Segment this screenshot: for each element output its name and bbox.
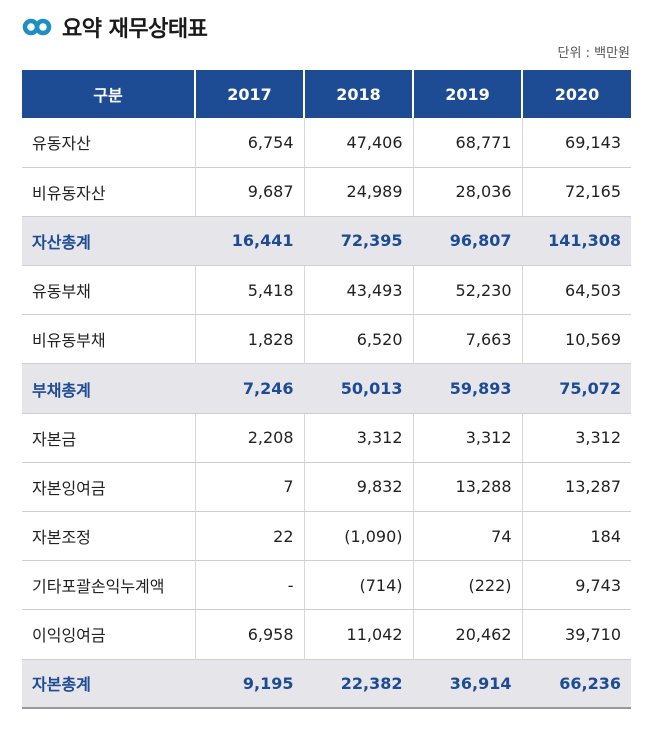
value-cell: 36,914: [412, 659, 522, 710]
value-cell: 43,493: [303, 265, 413, 316]
value-cell: (1,090): [303, 511, 413, 562]
value-cell: 72,395: [303, 216, 413, 267]
value-cell: 3,312: [521, 413, 631, 463]
unit-label: 단위 : 백만원: [557, 46, 630, 61]
value-cell: 20,462: [412, 609, 522, 660]
table-row: 비유동부채 1,828 6,520 7,663 10,569: [22, 314, 631, 365]
value-cell: 7,663: [412, 314, 522, 365]
value-cell: 2,208: [194, 413, 304, 463]
header-category: 구분: [22, 70, 195, 118]
value-cell: (714): [303, 560, 413, 611]
value-cell: 11,042: [303, 609, 413, 660]
row-label: 유동자산: [22, 118, 195, 168]
value-cell: 13,288: [412, 462, 522, 513]
value-cell: 69,143: [521, 118, 631, 168]
table-header: 구분 2017 2018 2019 2020: [22, 70, 631, 118]
value-cell: 141,308: [521, 216, 631, 267]
table-row: 비유동자산 9,687 24,989 28,036 72,165: [22, 167, 631, 217]
value-cell: 52,230: [412, 265, 522, 316]
table-row: 유동자산 6,754 47,406 68,771 69,143: [22, 118, 631, 168]
value-cell: 64,503: [521, 265, 631, 316]
row-label: 비유동자산: [22, 167, 195, 217]
value-cell: 9,743: [521, 560, 631, 611]
value-cell: 28,036: [412, 167, 522, 217]
value-cell: 39,710: [521, 609, 631, 660]
value-cell: 16,441: [194, 216, 304, 267]
table-row: 기타포괄손익누계액 - (714) (222) 9,743: [22, 560, 631, 611]
row-label: 자본총계: [22, 659, 195, 710]
value-cell: 3,312: [412, 413, 522, 463]
value-cell: 7,246: [194, 363, 304, 414]
header-year: 2018: [303, 70, 413, 118]
header-year: 2020: [521, 70, 631, 118]
total-row: 자산총계 16,441 72,395 96,807 141,308: [22, 216, 631, 267]
value-cell: 22: [194, 511, 304, 562]
value-cell: 66,236: [521, 659, 631, 710]
total-row: 부채총계 7,246 50,013 59,893 75,072: [22, 363, 631, 414]
row-label: 이익잉여금: [22, 609, 195, 660]
row-label: 자본조정: [22, 511, 195, 562]
value-cell: -: [194, 560, 304, 611]
value-cell: 3,312: [303, 413, 413, 463]
total-row: 자본총계 9,195 22,382 36,914 66,236: [22, 659, 631, 710]
value-cell: 5,418: [194, 265, 304, 316]
header-year: 2019: [412, 70, 522, 118]
value-cell: 9,687: [194, 167, 304, 217]
value-cell: 47,406: [303, 118, 413, 168]
value-cell: 7: [194, 462, 304, 513]
value-cell: 68,771: [412, 118, 522, 168]
value-cell: 6,958: [194, 609, 304, 660]
infinity-logo-icon: [22, 17, 52, 37]
value-cell: 9,195: [194, 659, 304, 710]
value-cell: 74: [412, 511, 522, 562]
table-row: 자본금 2,208 3,312 3,312 3,312: [22, 413, 631, 463]
value-cell: 50,013: [303, 363, 413, 414]
table-row: 자본잉여금 7 9,832 13,288 13,287: [22, 462, 631, 513]
balance-sheet-table: 구분 2017 2018 2019 2020 유동자산 6,754 47,406 68…: [22, 70, 631, 710]
row-label: 비유동부채: [22, 314, 195, 365]
row-label: 부채총계: [22, 363, 195, 414]
row-label: 자본잉여금: [22, 462, 195, 513]
table-body: 유동자산 6,754 47,406 68,771 69,143 비유동자산 9,687 24,…: [22, 118, 631, 710]
value-cell: 24,989: [303, 167, 413, 217]
page-title: 요약 재무상태표: [62, 17, 208, 42]
value-cell: 13,287: [521, 462, 631, 513]
table-row: 자본조정 22 (1,090) 74 184: [22, 511, 631, 562]
value-cell: 96,807: [412, 216, 522, 267]
value-cell: 1,828: [194, 314, 304, 365]
value-cell: 184: [521, 511, 631, 562]
value-cell: 72,165: [521, 167, 631, 217]
value-cell: 59,893: [412, 363, 522, 414]
value-cell: (222): [412, 560, 522, 611]
row-label: 기타포괄손익누계액: [22, 560, 195, 611]
value-cell: 9,832: [303, 462, 413, 513]
value-cell: 6,520: [303, 314, 413, 365]
header-row: 구분 2017 2018 2019 2020: [22, 70, 631, 118]
table-row: 유동부채 5,418 43,493 52,230 64,503: [22, 265, 631, 316]
row-label: 자산총계: [22, 216, 195, 267]
row-label: 유동부채: [22, 265, 195, 316]
header-year: 2017: [194, 70, 304, 118]
value-cell: 75,072: [521, 363, 631, 414]
table-row: 이익잉여금 6,958 11,042 20,462 39,710: [22, 609, 631, 660]
value-cell: 6,754: [194, 118, 304, 168]
value-cell: 22,382: [303, 659, 413, 710]
value-cell: 10,569: [521, 314, 631, 365]
row-label: 자본금: [22, 413, 195, 463]
title-row: 요약 재무상태표: [22, 10, 208, 44]
